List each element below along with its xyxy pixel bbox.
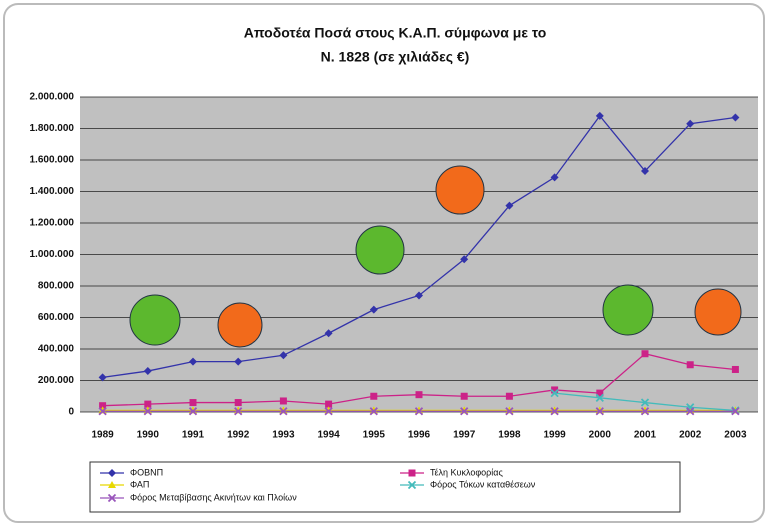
legend-label: ΦΑΠ xyxy=(130,479,149,489)
legend-box xyxy=(89,461,681,513)
point xyxy=(686,361,694,369)
y-tick-label: 1.600.000 xyxy=(30,155,75,166)
cartoon xyxy=(129,294,181,346)
point xyxy=(279,397,287,405)
point xyxy=(686,119,695,128)
point xyxy=(415,391,423,399)
legend-marker xyxy=(408,469,416,477)
legend-label: Φόρος Μεταβίβασης Ακινήτων και Πλοίων xyxy=(130,492,297,502)
chart-title: Ν. 1828 (σε χιλιάδες €) xyxy=(321,49,470,65)
x-tick-label: 1993 xyxy=(272,430,295,441)
y-tick-label: 800.000 xyxy=(38,281,75,292)
point xyxy=(279,351,288,360)
legend-marker xyxy=(107,493,117,503)
point xyxy=(505,201,514,210)
point xyxy=(731,407,740,416)
point xyxy=(144,400,152,408)
x-tick-label: 1995 xyxy=(363,430,386,441)
cartoon xyxy=(355,225,405,275)
point xyxy=(234,407,243,416)
legend-marker xyxy=(108,481,116,488)
x-tick-label: 1989 xyxy=(91,430,114,441)
legend-marker xyxy=(407,480,417,490)
x-tick-label: 1991 xyxy=(182,430,205,441)
point xyxy=(414,407,424,416)
x-tick-label: 1997 xyxy=(453,430,476,441)
point xyxy=(550,173,559,182)
y-tick-label: 600.000 xyxy=(38,312,75,323)
point xyxy=(143,367,152,376)
y-tick-label: 1.800.000 xyxy=(30,123,75,134)
point xyxy=(369,305,378,314)
point xyxy=(595,393,604,402)
point xyxy=(460,255,469,264)
y-tick-label: 0 xyxy=(68,407,74,418)
point xyxy=(550,388,559,398)
point xyxy=(731,113,740,122)
point xyxy=(550,407,559,416)
point xyxy=(234,399,242,407)
point xyxy=(369,407,378,416)
point xyxy=(325,400,333,408)
x-tick-label: 1999 xyxy=(543,430,566,441)
point xyxy=(595,407,604,416)
x-tick-label: 2002 xyxy=(679,430,702,441)
x-tick-label: 1994 xyxy=(317,430,340,441)
x-tick-label: 2003 xyxy=(724,430,747,441)
cartoon xyxy=(217,302,263,348)
x-tick-label: 2000 xyxy=(589,430,612,441)
cartoon xyxy=(602,284,654,336)
y-tick-label: 400.000 xyxy=(38,344,75,355)
point xyxy=(640,407,650,416)
legend-label: ΦΟΒΝΠ xyxy=(130,467,163,477)
point xyxy=(641,167,649,176)
y-tick-label: 1.200.000 xyxy=(30,218,75,229)
y-tick-label: 2.000.000 xyxy=(30,92,75,103)
y-tick-label: 1.400.000 xyxy=(30,186,75,197)
point xyxy=(596,389,604,397)
point xyxy=(595,111,604,120)
point xyxy=(234,357,243,366)
point xyxy=(415,291,423,300)
point xyxy=(731,365,739,373)
point xyxy=(99,402,107,410)
legend-label: Τέλη Κυκλοφορίας xyxy=(430,467,503,477)
point xyxy=(279,407,288,416)
point xyxy=(460,407,469,416)
point xyxy=(686,407,695,416)
point xyxy=(324,329,333,338)
chart-title: Αποδοτέα Ποσά στους Κ.Α.Π. σύμφωνα με το xyxy=(244,25,547,41)
point xyxy=(640,398,650,407)
x-tick-label: 1992 xyxy=(227,430,250,441)
x-tick-label: 1996 xyxy=(408,430,431,441)
point xyxy=(189,357,197,366)
x-tick-label: 1998 xyxy=(498,430,521,441)
point xyxy=(551,386,559,394)
point xyxy=(188,407,198,416)
point xyxy=(189,399,197,407)
point xyxy=(143,407,152,416)
x-tick-label: 2001 xyxy=(634,430,657,441)
point xyxy=(641,350,649,358)
cartoon xyxy=(694,288,742,336)
legend-label: Φόρος Τόκων καταθέσεων xyxy=(430,479,536,489)
point xyxy=(370,392,378,400)
legend-marker xyxy=(108,469,116,477)
point xyxy=(98,373,107,382)
y-tick-label: 1.000.000 xyxy=(30,249,75,260)
point xyxy=(505,407,514,416)
decoration xyxy=(129,165,742,348)
point xyxy=(460,392,468,400)
point xyxy=(324,407,333,416)
point xyxy=(98,407,107,416)
cartoon xyxy=(435,165,485,215)
point xyxy=(505,392,513,400)
y-tick-label: 200.000 xyxy=(38,375,75,386)
x-tick-label: 1990 xyxy=(137,430,160,441)
